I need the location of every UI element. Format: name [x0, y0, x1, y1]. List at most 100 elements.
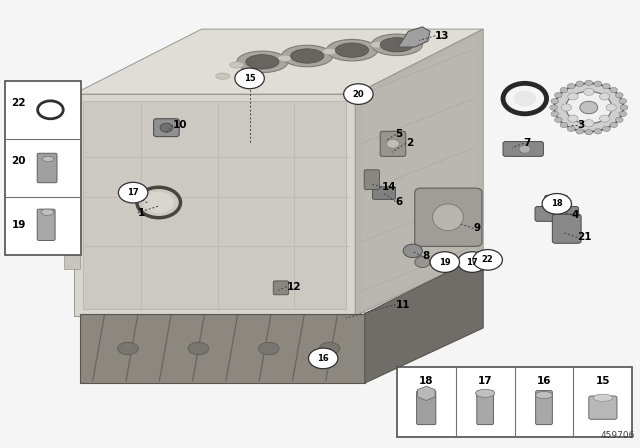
Text: 15: 15	[596, 376, 610, 386]
Circle shape	[584, 120, 594, 127]
FancyBboxPatch shape	[380, 131, 406, 156]
Ellipse shape	[323, 48, 337, 55]
Text: 22: 22	[482, 255, 493, 264]
FancyBboxPatch shape	[37, 209, 55, 241]
Circle shape	[600, 115, 610, 122]
FancyBboxPatch shape	[397, 367, 632, 437]
Text: 20: 20	[12, 156, 26, 166]
Text: 4: 4	[572, 210, 579, 220]
Ellipse shape	[246, 55, 279, 69]
Text: 459706: 459706	[600, 431, 635, 440]
Text: 18: 18	[551, 199, 563, 208]
Ellipse shape	[610, 122, 618, 128]
Ellipse shape	[554, 83, 623, 132]
Ellipse shape	[371, 34, 422, 56]
FancyBboxPatch shape	[273, 281, 289, 295]
Circle shape	[584, 88, 594, 95]
Circle shape	[600, 93, 610, 100]
Ellipse shape	[585, 129, 593, 135]
Polygon shape	[83, 101, 346, 309]
Ellipse shape	[568, 83, 575, 89]
Ellipse shape	[291, 49, 324, 63]
Ellipse shape	[616, 92, 623, 98]
Circle shape	[568, 115, 578, 122]
Text: 8: 8	[422, 251, 429, 261]
FancyBboxPatch shape	[545, 195, 568, 210]
Ellipse shape	[554, 92, 562, 98]
FancyBboxPatch shape	[154, 119, 179, 137]
Ellipse shape	[259, 342, 279, 355]
Ellipse shape	[580, 101, 598, 114]
Ellipse shape	[619, 99, 627, 104]
Ellipse shape	[282, 45, 333, 67]
Text: 17: 17	[127, 188, 139, 197]
Ellipse shape	[335, 43, 369, 57]
Ellipse shape	[319, 342, 340, 355]
Circle shape	[415, 257, 430, 267]
Ellipse shape	[380, 38, 413, 52]
Text: 14: 14	[381, 182, 396, 192]
Ellipse shape	[513, 90, 536, 106]
Polygon shape	[80, 314, 365, 383]
Text: 16: 16	[537, 376, 551, 386]
Circle shape	[568, 93, 578, 100]
Text: 15: 15	[244, 74, 255, 83]
Ellipse shape	[415, 36, 429, 43]
Circle shape	[235, 68, 264, 89]
Polygon shape	[74, 94, 355, 316]
Ellipse shape	[620, 105, 628, 110]
Text: 21: 21	[577, 233, 592, 242]
Text: 9: 9	[474, 224, 481, 233]
Ellipse shape	[41, 209, 54, 215]
Text: 11: 11	[396, 300, 410, 310]
Text: 20: 20	[353, 90, 364, 99]
Ellipse shape	[619, 111, 627, 116]
Ellipse shape	[216, 73, 230, 79]
Circle shape	[606, 104, 616, 111]
Ellipse shape	[476, 389, 495, 397]
Text: 17: 17	[478, 376, 492, 386]
Text: 7: 7	[524, 138, 531, 148]
Circle shape	[458, 252, 487, 272]
Text: 12: 12	[287, 282, 301, 292]
Ellipse shape	[42, 156, 54, 162]
FancyBboxPatch shape	[535, 207, 579, 221]
Ellipse shape	[560, 87, 568, 93]
Ellipse shape	[568, 126, 575, 132]
Circle shape	[308, 348, 338, 369]
Text: 22: 22	[12, 99, 26, 108]
Ellipse shape	[326, 39, 378, 61]
Ellipse shape	[536, 392, 552, 399]
Ellipse shape	[237, 51, 288, 73]
Polygon shape	[362, 36, 477, 309]
Ellipse shape	[585, 80, 593, 86]
Text: 19: 19	[439, 258, 451, 267]
Text: 5: 5	[396, 129, 403, 139]
Ellipse shape	[551, 111, 559, 116]
Ellipse shape	[554, 117, 562, 122]
FancyBboxPatch shape	[372, 187, 396, 199]
Ellipse shape	[610, 87, 618, 93]
Text: 3: 3	[577, 121, 584, 130]
Polygon shape	[74, 29, 483, 94]
Text: 6: 6	[396, 197, 403, 207]
Ellipse shape	[349, 89, 365, 97]
Ellipse shape	[188, 342, 209, 355]
Polygon shape	[365, 254, 483, 383]
Polygon shape	[355, 29, 483, 316]
Circle shape	[542, 194, 572, 214]
Ellipse shape	[566, 91, 612, 124]
Ellipse shape	[593, 394, 612, 401]
Text: 17: 17	[467, 258, 478, 267]
Circle shape	[387, 139, 399, 148]
FancyBboxPatch shape	[37, 153, 57, 183]
Ellipse shape	[576, 129, 584, 134]
Ellipse shape	[594, 129, 602, 134]
Ellipse shape	[576, 81, 584, 86]
FancyBboxPatch shape	[415, 188, 482, 246]
FancyBboxPatch shape	[536, 391, 552, 425]
Text: 16: 16	[317, 354, 329, 363]
FancyBboxPatch shape	[5, 81, 81, 255]
Ellipse shape	[616, 117, 623, 122]
Text: 2: 2	[406, 138, 413, 148]
